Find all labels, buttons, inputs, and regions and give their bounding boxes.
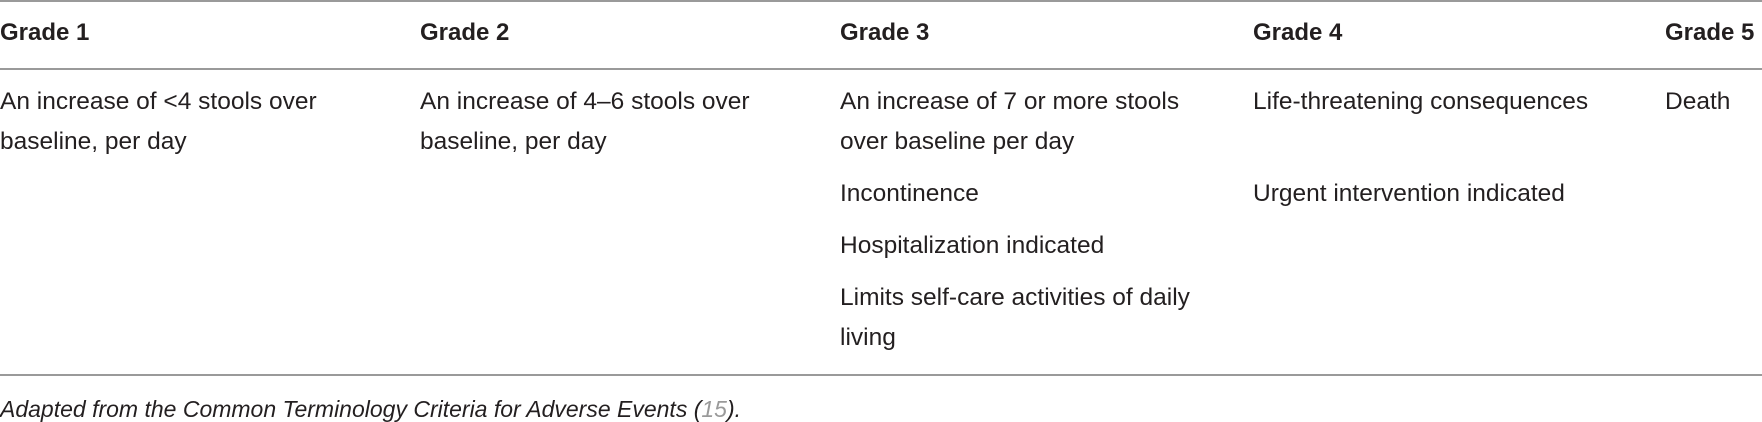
criterion-line: baseline, per day [420,128,607,155]
footnote-reference-link[interactable]: 15 [701,396,727,422]
criterion-line: over baseline per day [840,128,1075,155]
footnote-text-end: ). [726,396,742,422]
grade-1-cell: An increase of <4 stools over baseline, … [0,82,317,162]
criterion-line: An increase of 4–6 stools over [420,88,750,115]
table-header-row: Grade 1 Grade 2 Grade 3 Grade 4 Grade 5 [0,17,1762,51]
grade-5-cell: Death [1665,82,1730,122]
grade-5-criterion: Death [1665,82,1730,122]
criterion-line: living [840,324,896,351]
header-grade-4: Grade 4 [1253,19,1343,46]
criterion-line: Death [1665,88,1731,115]
grade-4-cell: Life-threatening consequences Urgent int… [1253,82,1588,214]
grade-3-criterion: Hospitalization indicated [840,226,1190,266]
criterion-line: Incontinence [840,180,979,207]
table-footnote: Adapted from the Common Terminology Crit… [0,394,741,422]
header-grade-3: Grade 3 [840,19,930,46]
header-grade-5: Grade 5 [1665,19,1755,46]
criterion-line: baseline, per day [0,128,187,155]
grade-3-cell: An increase of 7 or more stools over bas… [840,82,1190,358]
header-grade-1: Grade 1 [0,19,90,46]
grade-1-criterion: An increase of <4 stools over baseline, … [0,82,317,162]
criterion-line: Hospitalization indicated [840,232,1105,259]
header-grade-2: Grade 2 [420,19,510,46]
grade-3-criterion: Incontinence [840,174,1190,214]
criterion-line: Limits self-care activities of daily [840,284,1190,311]
grade-4-criterion: Life-threatening consequences [1253,82,1588,122]
criterion-line: Urgent intervention indicated [1253,180,1565,207]
grade-2-cell: An increase of 4–6 stools over baseline,… [420,82,750,162]
footnote-text: Adapted from the Common Terminology Crit… [0,396,702,422]
table-top-rule [0,0,1762,2]
grade-3-criterion: An increase of 7 or more stools over bas… [840,82,1190,162]
criterion-line: Life-threatening consequences [1253,88,1589,115]
table-bottom-rule [0,374,1762,376]
grade-2-criterion: An increase of 4–6 stools over baseline,… [420,82,750,162]
criterion-line: An increase of <4 stools over [0,88,317,115]
table-header-rule [0,68,1762,70]
grade-3-criterion: Limits self-care activities of daily liv… [840,278,1190,358]
criterion-line: An increase of 7 or more stools [840,88,1180,115]
grade-4-criterion: Urgent intervention indicated [1253,174,1588,214]
